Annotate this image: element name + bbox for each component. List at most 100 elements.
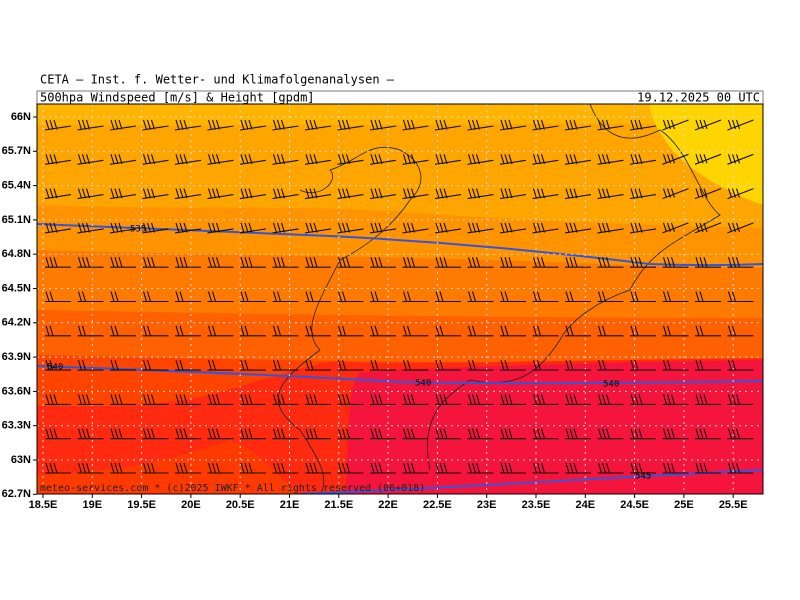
wind-barb	[44, 188, 72, 200]
lat-label: 65.4N	[2, 180, 31, 192]
wind-barb	[694, 153, 722, 165]
lon-label: 20E	[181, 499, 201, 511]
lon-label: 23.5E	[522, 499, 551, 511]
lon-label: 22.5E	[423, 499, 452, 511]
wind-barb	[662, 394, 689, 405]
title: CETA — Inst. f. Wetter- und Klimafolgena…	[40, 73, 395, 87]
lon-label: 19.5E	[127, 499, 156, 511]
wind-barb	[77, 462, 104, 474]
wind-barb	[370, 462, 396, 474]
wind-barb	[272, 222, 299, 234]
wind-barb	[370, 394, 396, 405]
band	[345, 360, 763, 494]
wind-barb	[434, 188, 462, 200]
wind-barb	[597, 359, 624, 371]
wind-barb	[272, 394, 299, 405]
wind-barb	[272, 359, 299, 371]
wind-barb	[630, 359, 656, 371]
wind-barb	[467, 325, 494, 337]
wind-barb	[272, 188, 299, 200]
wind-barb	[727, 222, 754, 234]
wind-barb	[500, 394, 526, 405]
lon-label: 21.5E	[324, 499, 353, 511]
wind-barb	[45, 428, 71, 440]
wind-barb	[565, 428, 591, 440]
wind-barb	[272, 428, 299, 440]
wind-barb	[402, 325, 429, 337]
wind-barb	[337, 257, 364, 268]
contour-label: 540	[603, 380, 619, 390]
wind-barb	[304, 119, 332, 131]
wind-barb	[142, 119, 169, 131]
wind-barb	[142, 188, 169, 200]
wind-barb	[662, 359, 689, 371]
wind-barb	[597, 394, 624, 405]
wind-barb	[175, 291, 201, 303]
wind-barb	[207, 325, 234, 337]
wind-barb	[272, 462, 299, 474]
wind-barb	[240, 325, 266, 337]
wind-barb	[727, 119, 754, 131]
lon-label: 24.5E	[620, 499, 649, 511]
wind-barb	[499, 154, 527, 165]
wind-barb	[174, 188, 202, 200]
wind-barb	[630, 428, 656, 440]
wind-barb	[499, 188, 527, 200]
wind-barb	[402, 188, 429, 200]
wind-barb	[142, 222, 169, 234]
wind-barb	[337, 325, 364, 337]
wind-barb	[695, 359, 721, 371]
wind-barb	[305, 428, 331, 440]
wind-barb	[337, 291, 364, 303]
wind-barb	[662, 428, 689, 440]
wind-barb	[207, 462, 234, 474]
wind-barb	[77, 119, 104, 131]
wind-barb	[630, 394, 656, 405]
wind-barb	[305, 394, 331, 405]
wind-barb	[662, 153, 689, 165]
wind-barb	[337, 428, 364, 440]
wind-barb	[565, 325, 591, 337]
wind-barb	[110, 325, 136, 337]
wind-barb	[467, 188, 494, 200]
wind-barb	[304, 222, 332, 234]
wind-barb	[207, 119, 234, 131]
lat-label: 66N	[11, 111, 31, 123]
wind-barb	[597, 325, 624, 337]
wind-barb	[45, 394, 71, 405]
wind-barb	[337, 359, 364, 371]
wind-barb	[305, 257, 331, 268]
wind-barb	[239, 154, 267, 165]
wind-barb	[695, 257, 721, 268]
wind-barb	[630, 462, 656, 474]
wind-barb	[565, 394, 591, 405]
wind-barb	[727, 325, 754, 337]
wind-barb	[207, 359, 234, 371]
wind-barb	[695, 291, 721, 303]
wind-barb	[110, 359, 136, 371]
wind-barb	[337, 119, 364, 131]
wind-barb	[597, 154, 624, 165]
wind-barb	[500, 462, 526, 474]
wind-barb	[207, 428, 234, 440]
wind-barb	[532, 119, 559, 131]
wind-barb	[597, 291, 624, 303]
wind-barb	[240, 291, 266, 303]
wind-barb	[110, 394, 136, 405]
wind-barb	[597, 428, 624, 440]
map-area	[36, 103, 764, 495]
wind-barb	[142, 291, 169, 303]
wind-barb	[435, 359, 461, 371]
wind-barb	[337, 154, 364, 165]
wind-barb	[175, 428, 201, 440]
wind-barb	[630, 325, 656, 337]
contour	[37, 223, 763, 267]
wind-barb	[337, 394, 364, 405]
lon-label: 18.5E	[29, 499, 58, 511]
wind-barb	[532, 359, 559, 371]
wind-barb	[207, 154, 234, 165]
wind-barb	[110, 291, 136, 303]
wind-barb	[694, 119, 722, 131]
wind-barb	[662, 325, 689, 337]
wind-barb	[369, 188, 397, 200]
